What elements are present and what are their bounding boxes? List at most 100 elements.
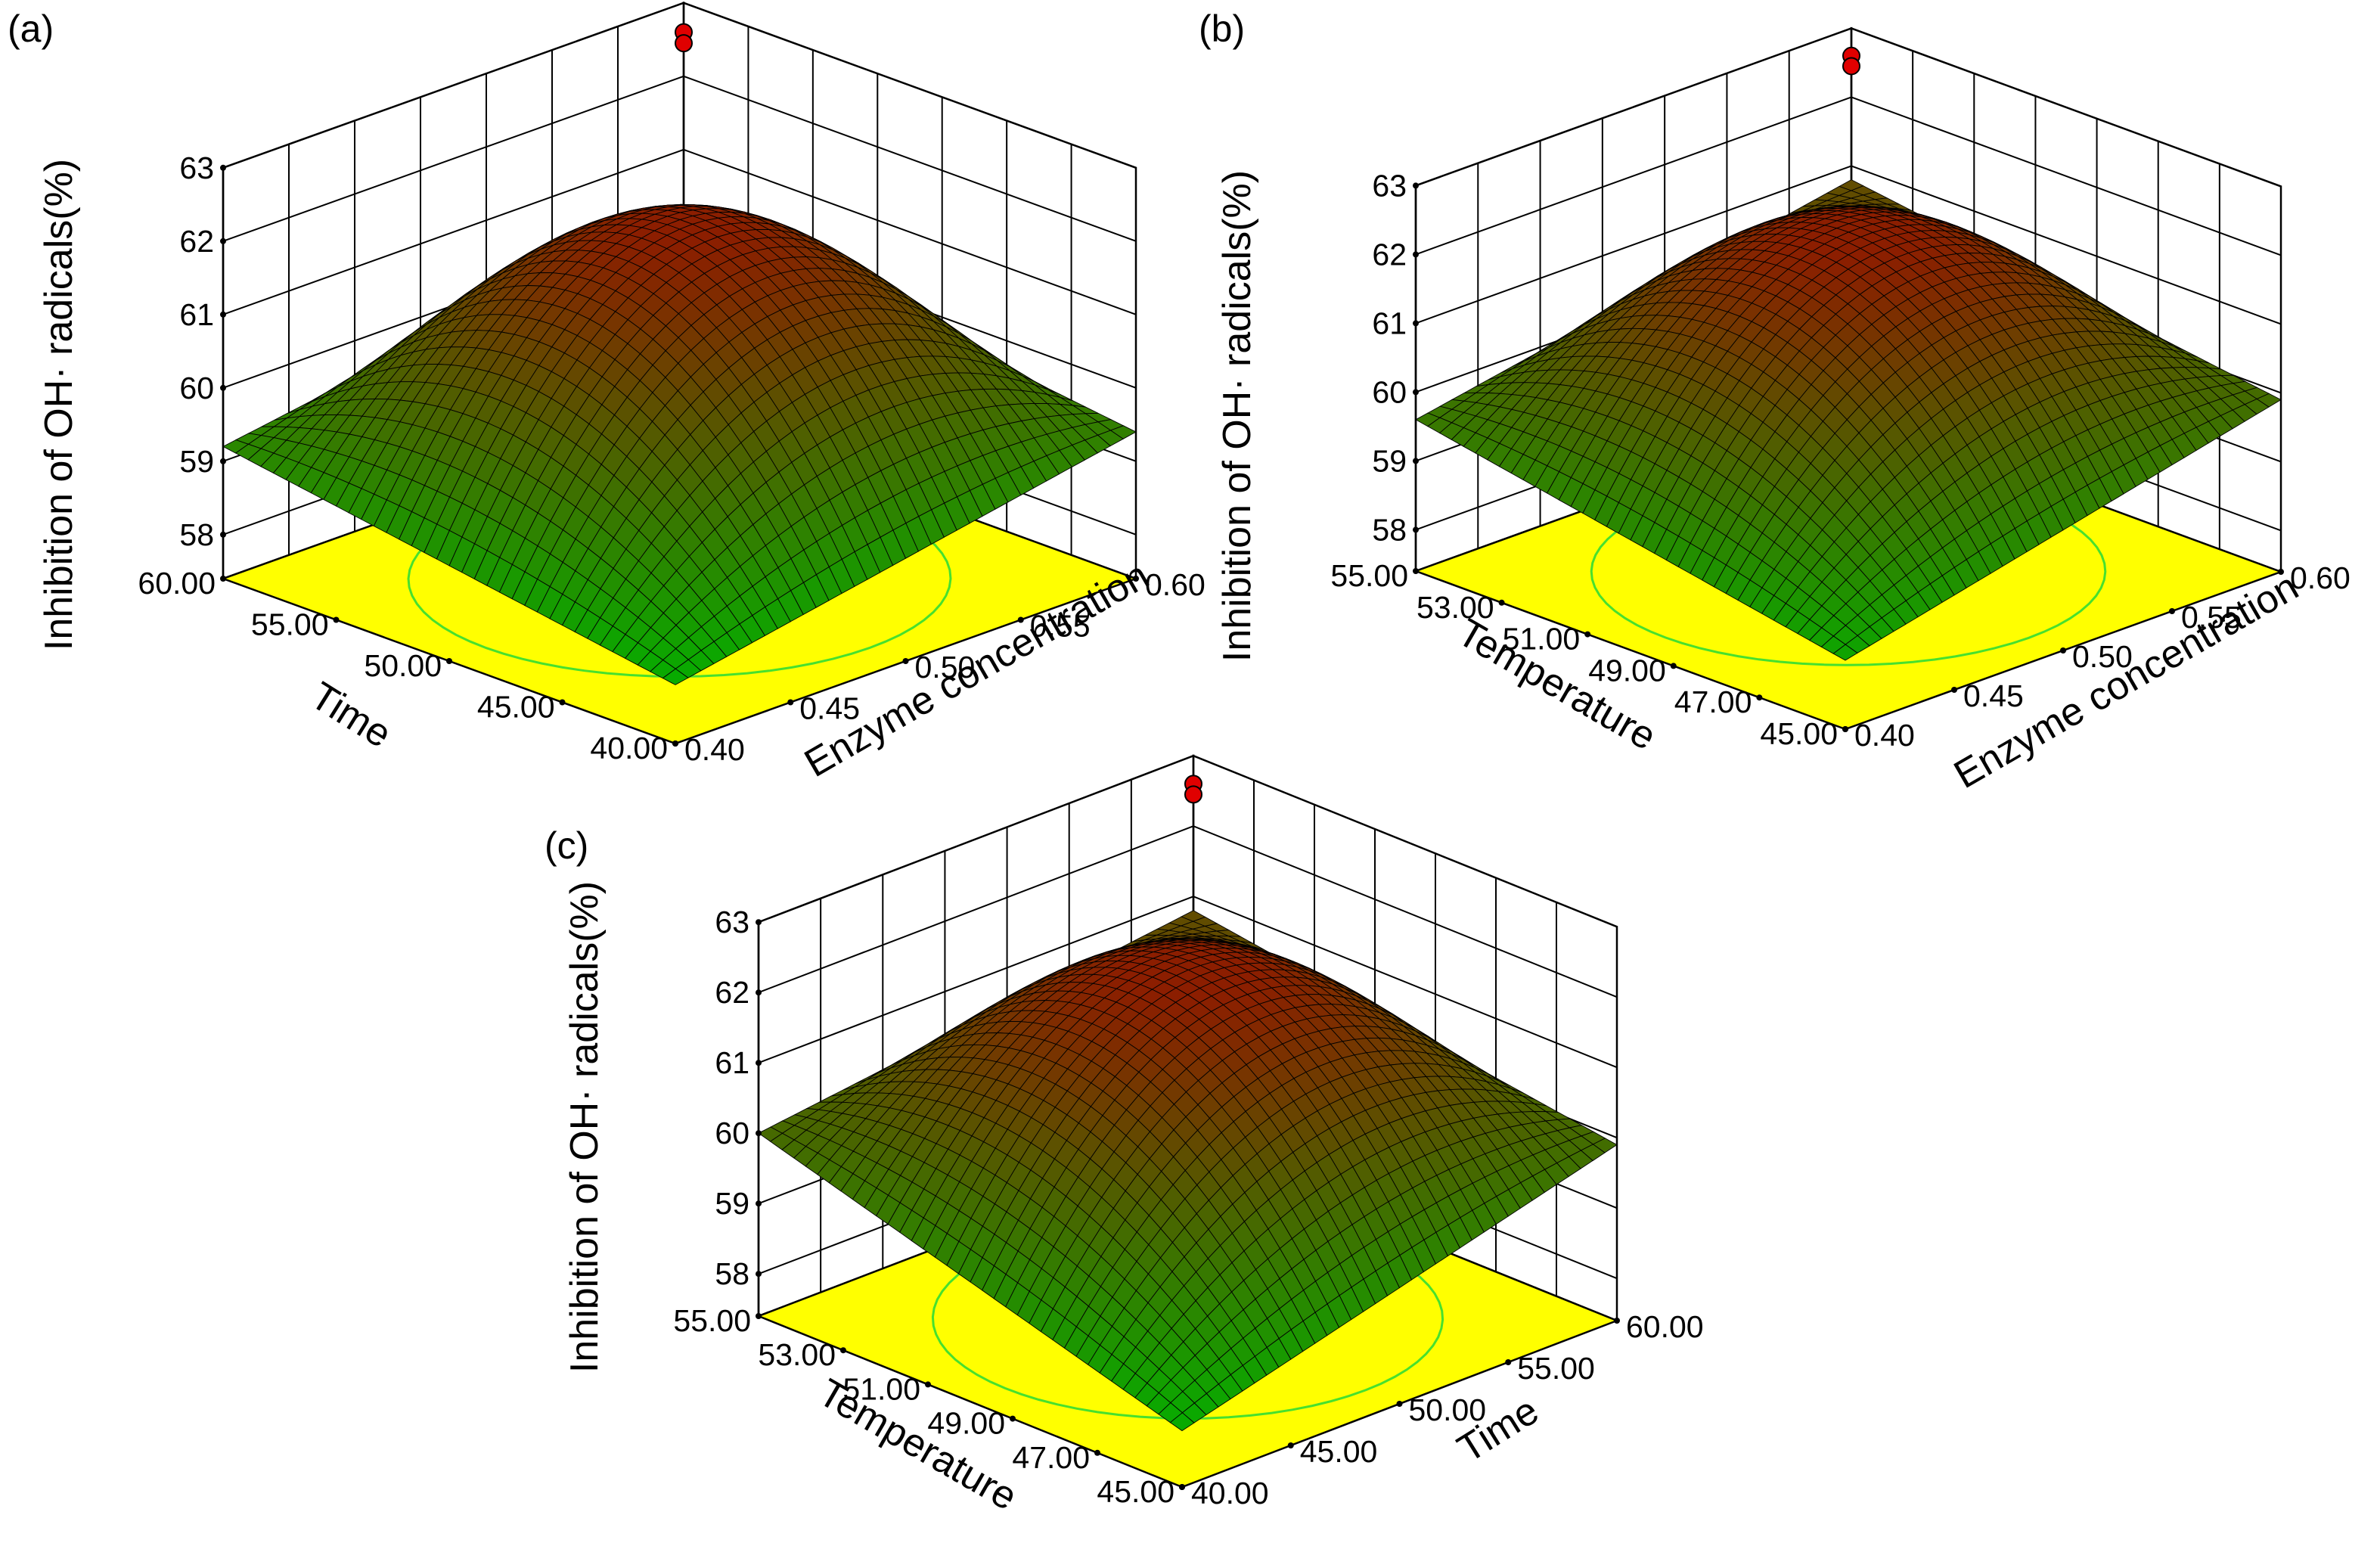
z-tick-mark — [1413, 526, 1419, 533]
z-tick-mark — [220, 458, 226, 464]
wall-gridline — [1415, 165, 2282, 325]
optimum-point — [1184, 785, 1202, 804]
z-tick-mark — [1413, 389, 1419, 396]
right-tick-label: 0.50 — [2072, 639, 2133, 674]
right-tick-mark — [1017, 616, 1024, 623]
left-tick-label: 49.00 — [1588, 653, 1666, 688]
left-tick-label: 47.00 — [1012, 1440, 1090, 1475]
left-tick-mark — [446, 658, 452, 664]
wall-gridline — [1415, 96, 2282, 256]
left-tick-label: 53.00 — [758, 1337, 836, 1372]
panel-c: 58 59 60 61 62 63 Inhibition of OH· radicals(%… — [545, 754, 1704, 1519]
left-tick-label: 51.00 — [1503, 622, 1581, 657]
wall-gridline — [758, 755, 1618, 928]
left-tick-mark — [220, 576, 226, 582]
left-tick-mark — [1413, 568, 1419, 574]
right-tick-mark — [2278, 569, 2284, 575]
left-tick-mark — [840, 1347, 846, 1354]
z-tick-mark — [220, 384, 226, 391]
z-tick-mark — [756, 919, 762, 926]
wall-gridline — [222, 148, 1137, 315]
z-tick-mark — [756, 1130, 762, 1137]
panel-b-label: (b) — [1199, 8, 1245, 50]
panel-b: 58 59 60 61 62 63 Inhibition of OH· radicals(%… — [1199, 8, 2351, 797]
right-tick-mark — [672, 740, 678, 747]
z-axis-label: Inhibition of OH· radicals(%) — [1215, 170, 1259, 662]
right-tick-mark — [1287, 1442, 1294, 1448]
left-tick-mark — [333, 616, 340, 623]
z-tick-label: 61 — [715, 1045, 749, 1080]
response-surface — [758, 910, 1618, 1432]
z-tick-label: 60 — [179, 371, 214, 405]
left-tick-mark — [1756, 694, 1763, 701]
left-tick-label: 45.00 — [477, 690, 555, 725]
z-tick-label: 59 — [179, 444, 214, 479]
left-tick-label: 40.00 — [590, 731, 668, 765]
surface-cell — [662, 668, 689, 685]
right-tick-label: 0.60 — [1145, 567, 1206, 602]
z-tick-label: 58 — [179, 517, 214, 552]
z-tick-label: 62 — [1372, 237, 1407, 272]
optimum-point — [675, 34, 693, 53]
z-tick-label: 61 — [179, 297, 214, 332]
left-tick-label: 49.00 — [927, 1406, 1005, 1441]
right-tick-label: 0.50 — [915, 650, 976, 685]
z-axis-label: Inhibition of OH· radicals(%) — [37, 159, 81, 650]
left-tick-label: 55.00 — [673, 1303, 751, 1338]
z-tick-mark — [220, 238, 226, 244]
wall-gridline — [222, 2, 1137, 169]
z-tick-label: 63 — [715, 905, 749, 939]
left-tick-mark — [1094, 1449, 1100, 1456]
z-tick-label: 59 — [715, 1186, 749, 1221]
z-tick-label: 63 — [179, 151, 214, 185]
response-surface — [222, 203, 1137, 685]
z-tick-label: 63 — [1372, 168, 1407, 203]
left-tick-mark — [559, 699, 566, 706]
surface-cell — [1832, 644, 1858, 661]
right-tick-mark — [2169, 608, 2175, 614]
right-tick-label: 45.00 — [1300, 1434, 1378, 1469]
right-tick-mark — [1951, 687, 1957, 693]
right-tick-label: 50.00 — [1409, 1392, 1487, 1427]
z-tick-mark — [220, 311, 226, 318]
left-tick-mark — [925, 1381, 931, 1388]
left-tick-label: 47.00 — [1674, 685, 1752, 719]
right-tick-mark — [787, 699, 794, 706]
left-tick-label: 45.00 — [1760, 716, 1838, 751]
right-tick-mark — [1505, 1359, 1512, 1365]
right-tick-label: 0.40 — [684, 732, 745, 767]
left-tick-mark — [756, 1313, 762, 1319]
right-tick-label: 60.00 — [1626, 1309, 1704, 1344]
left-tick-label: 50.00 — [364, 648, 442, 683]
z-tick-mark — [1413, 458, 1419, 464]
left-tick-mark — [1498, 599, 1505, 606]
optimum-points — [1842, 46, 1860, 77]
right-tick-label: 0.55 — [2181, 600, 2242, 635]
right-tick-mark — [1133, 576, 1139, 582]
z-tick-mark — [1413, 320, 1419, 327]
z-tick-mark — [220, 531, 226, 538]
right-tick-mark — [1842, 726, 1848, 732]
right-tick-mark — [902, 658, 909, 664]
z-axis: 58 59 60 61 62 63 Inhibition of OH· radicals(%… — [37, 151, 226, 650]
z-axis: 58 59 60 61 62 63 Inhibition of OH· radicals(%… — [563, 881, 762, 1373]
z-tick-label: 58 — [1372, 512, 1407, 547]
left-tick-label: 45.00 — [1097, 1474, 1174, 1509]
z-tick-mark — [1413, 251, 1419, 258]
left-tick-label: 53.00 — [1417, 590, 1494, 625]
right-tick-label: 0.60 — [2290, 560, 2351, 595]
panel-a: 58 59 60 61 62 63 Inhibition of OH· radicals(%… — [8, 2, 1206, 786]
right-tick-mark — [2060, 647, 2066, 654]
right-tick-mark — [1396, 1401, 1403, 1407]
left-tick-mark — [1670, 663, 1677, 669]
z-tick-mark — [1413, 182, 1419, 189]
z-tick-mark — [756, 1200, 762, 1207]
right-tick-mark — [1179, 1484, 1185, 1490]
right-tick-label: 40.00 — [1191, 1476, 1269, 1510]
left-tick-mark — [1584, 631, 1591, 638]
panel-c-label: (c) — [545, 824, 588, 867]
z-tick-label: 59 — [1372, 443, 1407, 478]
z-tick-label: 58 — [715, 1256, 749, 1291]
z-tick-label: 60 — [1372, 374, 1407, 409]
